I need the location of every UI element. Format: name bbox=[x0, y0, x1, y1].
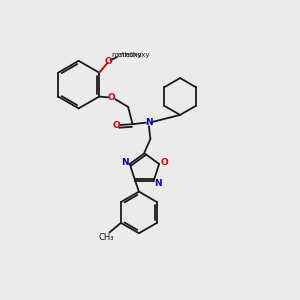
Text: O: O bbox=[104, 57, 112, 66]
Text: methoxy: methoxy bbox=[111, 52, 142, 59]
Text: O: O bbox=[108, 94, 116, 103]
Text: N: N bbox=[145, 118, 153, 127]
Text: N: N bbox=[154, 178, 162, 188]
Text: N: N bbox=[121, 158, 129, 167]
Text: O: O bbox=[112, 121, 120, 130]
Text: O: O bbox=[160, 158, 168, 167]
Text: methoxy: methoxy bbox=[119, 52, 150, 59]
Text: CH₃: CH₃ bbox=[99, 233, 114, 242]
